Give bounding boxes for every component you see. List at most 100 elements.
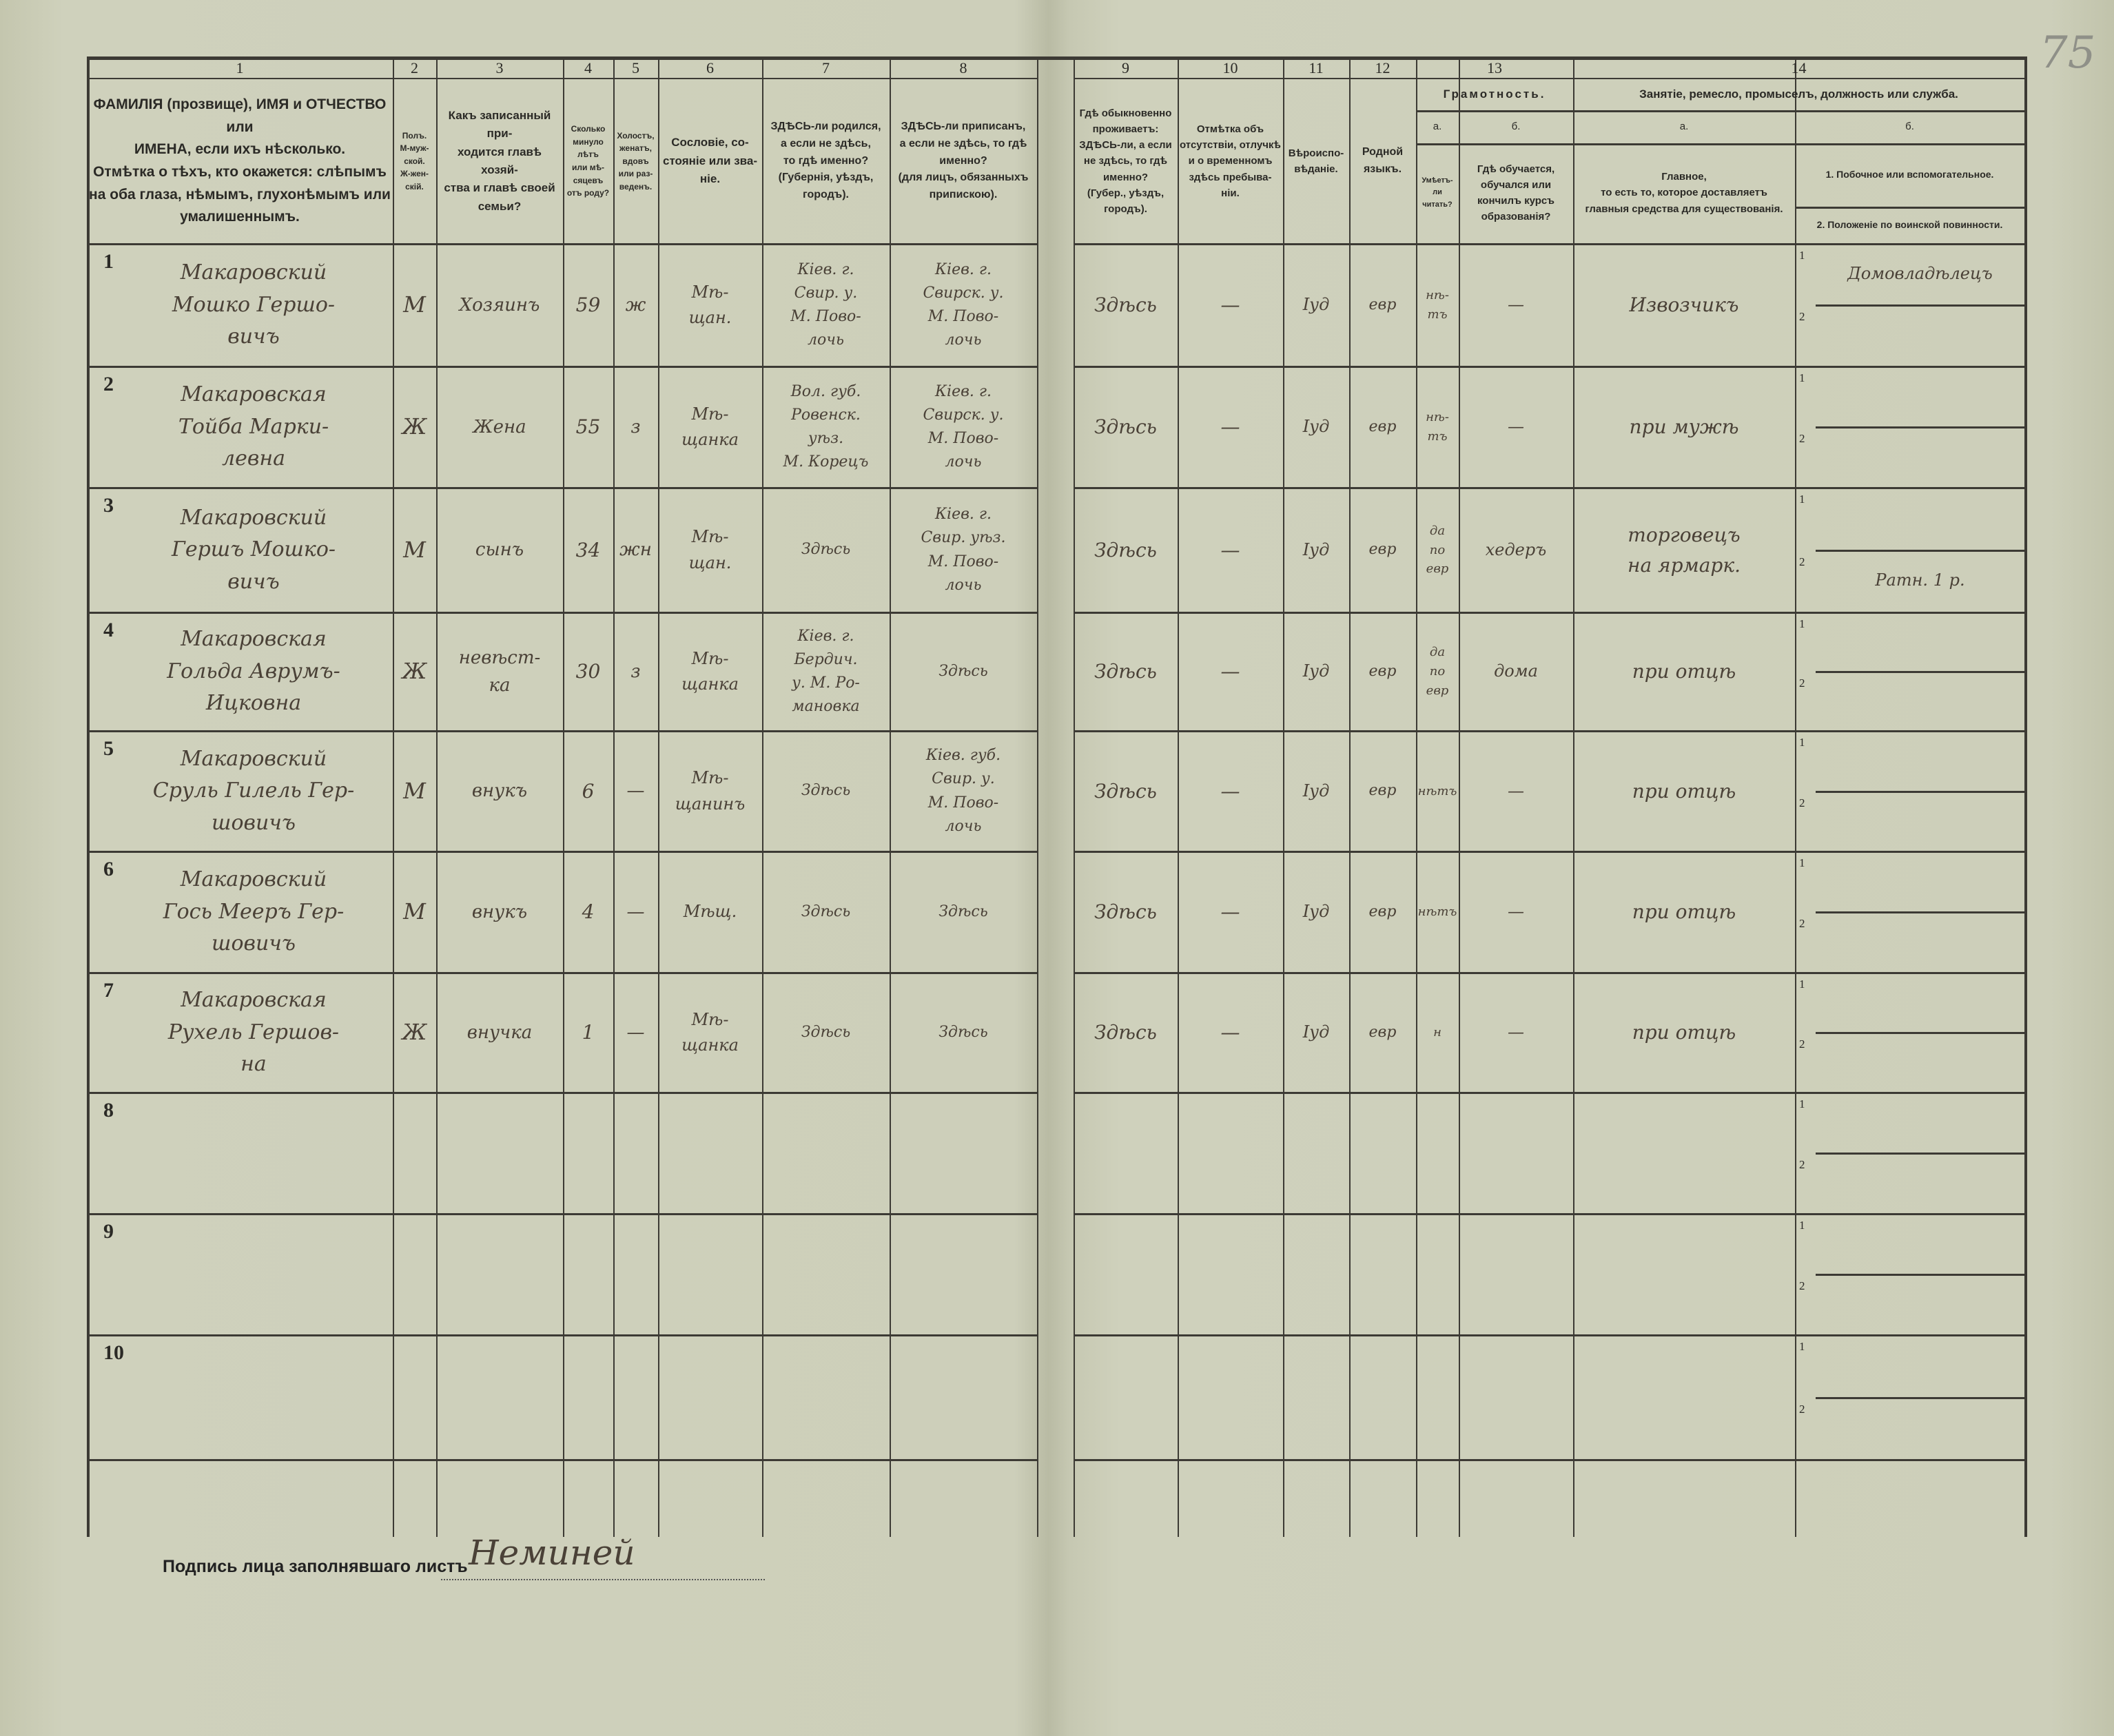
cell-language: евр — [1368, 782, 1397, 800]
cell-born: Здѣсь — [801, 902, 851, 920]
subrow-label-2: 2 — [1799, 432, 1805, 445]
row-divider — [1074, 1213, 2024, 1215]
column-header: ФАМИЛІЯ (прозвище), ИМЯ и ОТЧЕСТВО или И… — [89, 96, 391, 225]
subrow-label-2: 2 — [1799, 1158, 1805, 1171]
cell-registered: Здѣсь — [938, 1023, 988, 1041]
row-number: 7 — [103, 979, 114, 1002]
cell-residence: Здѣсь — [1094, 660, 1157, 683]
cell-estate: Мѣ- щанка — [681, 1009, 739, 1055]
row-divider — [87, 612, 1037, 614]
cell-age: 4 — [582, 900, 595, 924]
subrow-label-2: 2 — [1799, 1403, 1805, 1416]
cell-marital: — — [626, 781, 645, 802]
thin — [1816, 1032, 2024, 1034]
literacy-title: Грамотность. — [1443, 87, 1546, 101]
cell-born: Здѣсь — [801, 1023, 851, 1041]
column-header: Гдѣ обыкновенно проживаетъ: ЗДѢСЬ-ли, а … — [1079, 107, 1172, 216]
column-header: Отмѣтка объ отсутствіи, отлучкѣ и о врем… — [1180, 123, 1281, 199]
cell-name: Макаровская Тойба Марки- левна — [178, 382, 329, 471]
cell-schooling: — — [1508, 902, 1524, 922]
cell-residence: Здѣсь — [1094, 538, 1157, 561]
cell-sex: М — [403, 898, 426, 925]
column-number: 3 — [495, 59, 504, 76]
column-number: 9 — [1122, 59, 1129, 76]
cell-absence: — — [1220, 900, 1240, 924]
cell-can-read: нѣтъ — [1417, 905, 1457, 920]
literacy-a-label: а. — [1433, 121, 1442, 133]
page-number: 75 — [2040, 28, 2096, 79]
cell-occupation-main: при отцѣ — [1632, 779, 1736, 803]
cell-occupation-main: торговецъ на ярмарк. — [1628, 524, 1741, 577]
column-number: 11 — [1309, 59, 1324, 76]
subrow-label-1: 1 — [1799, 617, 1805, 630]
column-number: 1 — [236, 59, 244, 76]
thin — [1795, 207, 2024, 209]
cell-occupation-main: при отцѣ — [1632, 660, 1736, 683]
column-divider — [393, 56, 394, 1537]
subrow-label-2: 2 — [1799, 555, 1805, 568]
row-divider — [87, 972, 1037, 974]
cell-absence: — — [1220, 415, 1240, 439]
cell-military-status — [1816, 672, 2024, 729]
cell-military-status — [1816, 792, 2024, 849]
column-number: 2 — [411, 59, 418, 76]
cell-religion: Iуд — [1302, 1022, 1330, 1042]
cell-can-read: нѣ- тъ — [1426, 288, 1449, 322]
thin — [1816, 1397, 2024, 1399]
subrow-label-2: 2 — [1799, 1037, 1805, 1051]
cell-military-status — [1816, 1033, 2024, 1091]
cell-relation: внукъ — [471, 781, 528, 802]
subrow-label-2: 2 — [1799, 310, 1805, 323]
cell-military-status: Ратн. 1 р. — [1875, 570, 1965, 590]
subrow-label-1: 1 — [1799, 249, 1805, 262]
cell-registered: Кiев. губ. Свир. у. М. Пово- лочь — [925, 747, 1001, 835]
cell-estate: Мѣ- щанка — [681, 648, 739, 694]
cell-language: евр — [1368, 296, 1397, 313]
column-divider — [1416, 56, 1417, 1537]
cell-occupation-main: при отцѣ — [1632, 1021, 1736, 1044]
cell-occupation-main: при мужѣ — [1629, 415, 1739, 439]
cell-schooling: дома — [1494, 661, 1538, 681]
cell-religion: Iуд — [1302, 661, 1330, 681]
cell-occupation-secondary — [1816, 732, 2024, 789]
row-divider — [87, 1334, 1037, 1336]
row-divider — [1074, 487, 2024, 489]
column-number: 7 — [822, 59, 830, 76]
cell-occupation-secondary — [1816, 488, 2024, 548]
cell-age: 34 — [575, 538, 601, 561]
column-number: 5 — [632, 59, 639, 76]
cell-age: 6 — [582, 779, 595, 803]
cell-age: 55 — [575, 415, 601, 439]
cell-relation: внучка — [466, 1022, 533, 1043]
row-divider — [1074, 730, 2024, 732]
cell-sex: М — [403, 536, 426, 563]
thin — [1816, 550, 2024, 552]
row-divider — [87, 851, 1037, 853]
cell-religion: Iуд — [1302, 781, 1330, 800]
cell-name: Макаровский Мошко Гершо- вичъ — [172, 260, 336, 349]
thin — [1816, 1153, 2024, 1155]
cell-military-status — [1816, 913, 2024, 971]
row-divider — [1074, 243, 2024, 245]
cell-name: Макаровская Рухель Гершов- на — [167, 988, 340, 1077]
cell-language: евр — [1368, 417, 1397, 435]
cell-language: евр — [1368, 541, 1397, 559]
cell-occupation-secondary — [1816, 367, 2024, 425]
cell-language: евр — [1368, 902, 1397, 920]
literacy-b-header: Гдѣ обучается, обучался или кончилъ курс… — [1477, 163, 1555, 223]
signature: Неминей — [469, 1533, 635, 1573]
column-divider — [762, 56, 763, 1537]
cell-marital: жн — [619, 539, 652, 561]
cell-name: Макаровский Гершъ Мошко- вичъ — [171, 505, 336, 594]
column-header: Родной языкъ. — [1362, 146, 1404, 175]
subrow-label-2: 2 — [1799, 917, 1805, 930]
number-row-line — [87, 78, 1037, 79]
occupation-a-header: Главное, то есть то, которое доставляетъ… — [1585, 171, 1783, 215]
subcolumn-divider — [1795, 110, 1796, 243]
cell-registered: Здѣсь — [938, 902, 988, 920]
cell-registered: Кiев. г. Свирск. у. М. Пово- лочь — [923, 382, 1004, 471]
cell-estate: Мѣ- щан. — [688, 527, 732, 572]
thin — [1816, 1274, 2024, 1276]
occupation-title: Занятіе, ремесло, промыселъ, должность и… — [1639, 87, 1958, 101]
